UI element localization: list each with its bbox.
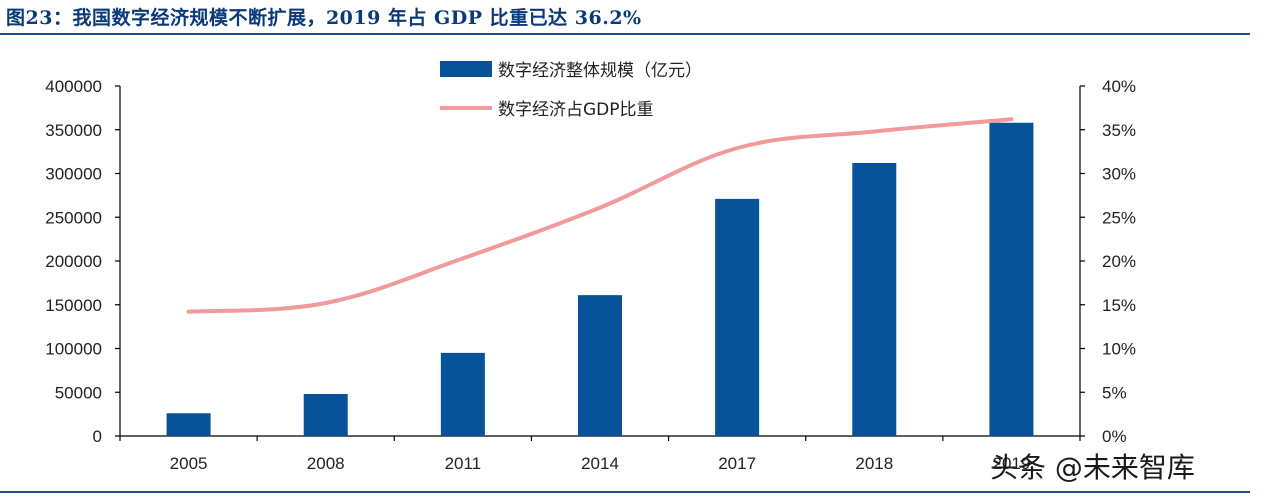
x-tick-label: 2011	[445, 454, 482, 473]
watermark: 头条 @未来智库	[990, 451, 1195, 484]
right-tick-label: 40%	[1102, 77, 1136, 96]
x-tick-label: 2005	[170, 454, 208, 473]
left-tick-label: 300000	[45, 165, 102, 184]
right-tick-label: 20%	[1102, 252, 1136, 271]
left-tick-label: 350000	[45, 121, 102, 140]
x-tick-label: 2018	[855, 454, 893, 473]
line-series	[186, 117, 1014, 314]
right-tick-label: 25%	[1102, 208, 1136, 227]
bar	[578, 295, 622, 436]
bar	[989, 122, 1034, 436]
right-tick-label: 10%	[1102, 340, 1136, 359]
bottom-rule	[0, 491, 1250, 493]
bar	[715, 198, 760, 436]
chart-title: 图23：我国数字经济规模不断扩展，2019 年占 GDP 比重已达 36.2%	[6, 7, 642, 29]
bar	[852, 163, 897, 436]
bar	[440, 352, 485, 436]
right-tick-label: 15%	[1102, 296, 1136, 315]
bar	[303, 394, 348, 436]
right-tick-label: 0%	[1102, 427, 1127, 446]
legend-label-line: 数字经济占GDP比重	[498, 100, 654, 120]
left-tick-label: 200000	[45, 252, 102, 271]
x-tick-label: 2017	[718, 454, 756, 473]
right-tick-label: 35%	[1102, 121, 1136, 140]
left-tick-label: 50000	[55, 383, 102, 402]
legend-swatch-bar	[440, 61, 492, 77]
legend: 数字经济整体规模（亿元） 数字经济占GDP比重	[440, 61, 702, 120]
right-tick-label: 5%	[1102, 383, 1127, 402]
bar-series	[166, 122, 1034, 436]
bar	[166, 413, 211, 436]
x-tick-label: 2019	[993, 454, 1031, 473]
left-tick-label: 150000	[45, 296, 102, 315]
legend-label-bar: 数字经济整体规模（亿元）	[498, 61, 702, 81]
left-tick-label: 400000	[45, 77, 102, 96]
left-tick-label: 0	[93, 427, 102, 446]
left-tick-label: 250000	[45, 208, 102, 227]
right-tick-label: 30%	[1102, 165, 1136, 184]
x-tick-label: 2014	[581, 454, 619, 473]
left-tick-label: 100000	[45, 340, 102, 359]
top-rule	[0, 33, 1250, 35]
x-tick-label: 2008	[307, 454, 345, 473]
tick-labels: 0 50000 100000 150000 200000 250000 300000 3500…	[45, 77, 1136, 473]
